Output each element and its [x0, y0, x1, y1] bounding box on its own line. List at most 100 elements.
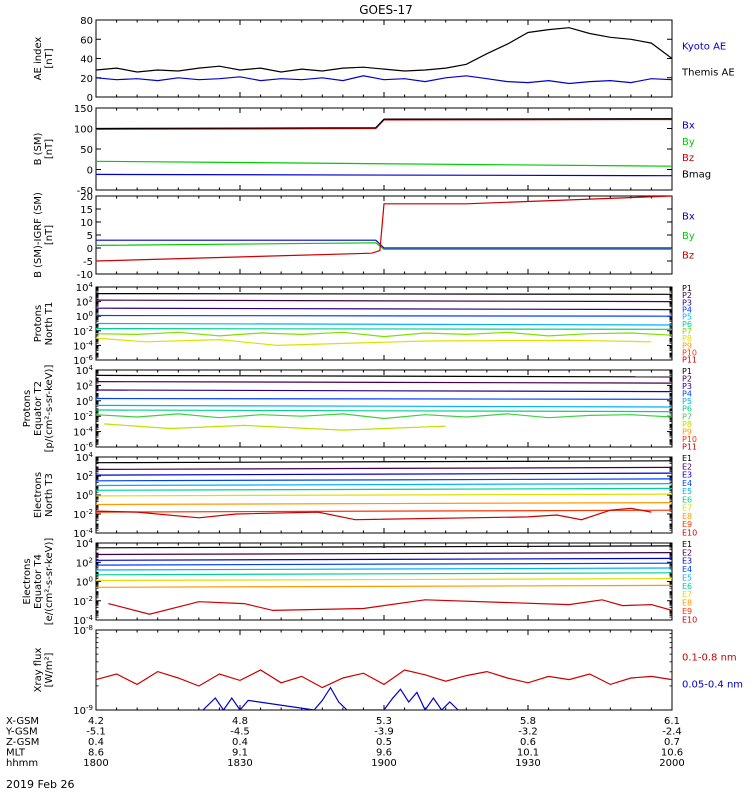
y-tick-label: 0: [87, 244, 93, 255]
legend-entry: 0.05-0.4 nm: [682, 679, 743, 690]
legend-entry: E10: [682, 615, 697, 624]
y-axis-label: Protons: [33, 305, 44, 342]
series-line-0-05-0-4-nm: [202, 686, 467, 710]
x-tick-label: 0.4: [232, 737, 248, 748]
legend-entry: E10: [682, 528, 697, 537]
legend-entry: P4: [682, 390, 692, 399]
legend-entry: P2: [682, 291, 692, 300]
legend-entry: E5: [682, 573, 692, 582]
y-tick-label: 10-8: [73, 624, 93, 637]
x-tick-label: 1830: [227, 758, 252, 769]
legend-entry: Themis AE: [681, 67, 735, 78]
x-tick-label: 10.6: [661, 748, 683, 759]
y-tick-label: 10-6: [73, 441, 93, 454]
series-line-e10: [96, 507, 652, 521]
y-axis-label: Xray flux: [33, 648, 44, 693]
y-tick-label: 102: [76, 379, 93, 392]
y-axis-label: Electrons: [33, 472, 44, 518]
y-tick-label: 10-9: [73, 704, 93, 717]
legend-entry: P3: [682, 382, 692, 391]
legend-entry: E3: [682, 471, 692, 480]
x-tick-label: -2.4: [662, 727, 682, 738]
y-tick-label: 100: [76, 310, 93, 323]
y-axis-label: Protons: [22, 390, 33, 427]
y-tick-label: 100: [76, 489, 93, 502]
series-line-p1: [96, 374, 672, 378]
series-group: [96, 545, 672, 615]
y-tick-label: 10-4: [73, 614, 93, 627]
y-axis-label: [W/m²]: [44, 652, 55, 687]
series-line-e1: [96, 460, 672, 464]
legend-entry: P8: [682, 334, 692, 343]
legend-entry: E2: [682, 462, 692, 471]
legend-entry: E9: [682, 520, 692, 529]
legend-entry: By: [682, 231, 695, 242]
legend-entry: E6: [682, 495, 692, 504]
x-tick-label: 0.7: [664, 737, 680, 748]
series-group: [96, 293, 672, 347]
series-line-by: [96, 160, 672, 167]
panel-bigrf: -10 -5 0 5 10 15 20 B (SM)-IGRF (SM) [nT] Bx By Bz: [33, 192, 695, 281]
legend-entry: Bmag: [682, 170, 711, 181]
x-tick-label: -5.1: [86, 727, 106, 738]
series-line-themis-ae: [96, 27, 672, 73]
x-tick-label: 6.1: [664, 716, 680, 727]
panel-p_t2: 104 102 100 10-2 10-4 10-6 Protons Equator T2 [p…: [22, 364, 697, 454]
series-line-p1: [96, 293, 672, 295]
series-line-e8: [96, 502, 672, 506]
legend-entry: P10: [682, 435, 697, 444]
legend-entry: P1: [682, 284, 692, 293]
x-tick-label: -3.9: [374, 727, 394, 738]
series-group: [96, 196, 672, 262]
y-axis-label: North T1: [44, 302, 55, 346]
x-tick-label: 5.3: [376, 716, 392, 727]
x-tick-label: -3.2: [518, 727, 538, 738]
y-tick-label: 10-4: [73, 527, 93, 540]
x-row-label: Z-GSM: [6, 737, 39, 748]
y-tick-label: 80: [80, 16, 93, 27]
x-tick-label: 1900: [371, 758, 396, 769]
series-line-e8: [96, 584, 672, 588]
legend-entry: E8: [682, 512, 692, 521]
panel-xray: 10-8 10-9 Xray flux [W/m²] 0.1-0.8 nm 0.05-0.…: [33, 624, 743, 717]
y-tick-label: 100: [74, 125, 93, 136]
series-line-bmag: [96, 118, 672, 130]
y-tick-label: 102: [76, 296, 93, 309]
x-tick-label: -4.5: [230, 727, 250, 738]
legend-entry: P2: [682, 375, 692, 384]
y-tick-label: 0: [87, 166, 93, 177]
series-line-p6: [96, 409, 672, 413]
y-axis-label: [e/(cm²-s-sr-keV)]: [44, 538, 55, 626]
series-line-p8: [96, 337, 652, 347]
panel-b: -50 0 50 100 150 B (SM) [nT] Bx By Bz Bmag: [33, 104, 711, 197]
x-tick-label: 0.5: [376, 737, 392, 748]
series-group: [96, 460, 672, 521]
y-tick-label: 102: [76, 470, 93, 483]
legend-entry: P9: [682, 427, 692, 436]
series-line-e6: [96, 572, 672, 576]
y-axis-label: B (SM): [33, 132, 44, 165]
y-tick-label: 40: [80, 55, 93, 66]
y-axis-label: Equator T2: [33, 381, 44, 436]
y-tick-label: 0: [87, 93, 93, 104]
legend-entry: Bz: [682, 153, 694, 164]
y-tick-label: 10-2: [73, 508, 93, 521]
legend-entry: Kyoto AE: [682, 42, 726, 53]
legend-entry: P5: [682, 397, 692, 406]
series-group: [96, 27, 672, 85]
x-tick-label: 9.6: [376, 748, 392, 759]
x-tick-label: 9.1: [232, 748, 248, 759]
y-tick-label: 50: [80, 145, 93, 156]
x-tick-label: 1930: [515, 758, 540, 769]
legend-entry: E5: [682, 487, 692, 496]
series-line-bz: [96, 196, 672, 262]
series-line-p6: [96, 328, 672, 330]
series-line-p3: [96, 307, 672, 311]
y-tick-label: 10-6: [73, 354, 93, 367]
legend-entry: P1: [682, 367, 692, 376]
legend-entry: E2: [682, 548, 692, 557]
panel-e_t4: 104 102 100 10-2 10-4 Electrons Equator T4 [e/(…: [22, 537, 697, 627]
legend-entry: P9: [682, 341, 692, 350]
y-tick-label: 5: [87, 231, 93, 242]
